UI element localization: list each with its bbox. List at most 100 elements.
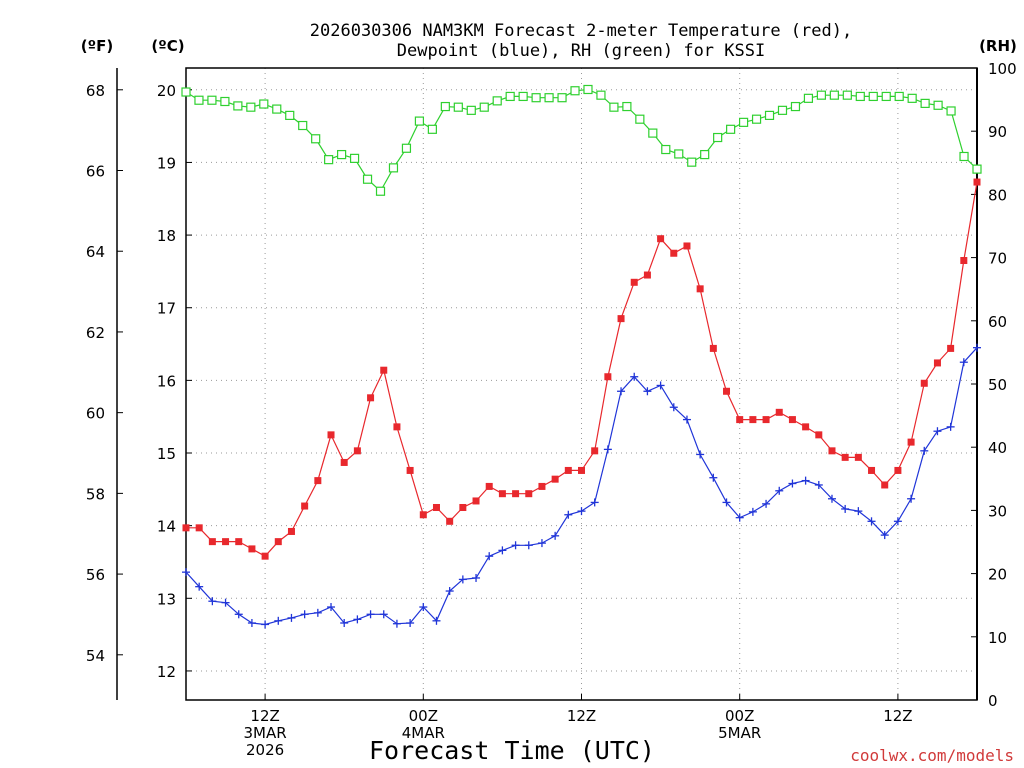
data-point (815, 431, 823, 439)
data-point (709, 344, 717, 352)
data-point (764, 110, 775, 121)
data-point (301, 502, 309, 510)
data-point (327, 431, 335, 439)
rh-tick-label: 10 (988, 629, 1007, 647)
data-point (458, 575, 467, 584)
data-point (564, 510, 573, 519)
data-point (353, 447, 361, 455)
rh-tick-label: 0 (988, 692, 998, 710)
data-point (375, 186, 386, 196)
dewpoint-series (182, 343, 981, 629)
data-point (538, 482, 546, 490)
fahrenheit-tick-label: 62 (86, 324, 105, 342)
data-point (880, 531, 889, 540)
data-point (907, 438, 915, 446)
data-point (670, 249, 678, 257)
data-point (736, 416, 744, 424)
data-point (775, 486, 784, 495)
celsius-tick-label: 19 (157, 154, 176, 172)
data-point (604, 373, 612, 381)
data-point (485, 482, 493, 490)
data-point (353, 615, 362, 624)
chart-title-line1: 2026030306 NAM3KM Forecast 2-meter Tempe… (310, 21, 852, 41)
data-point (920, 98, 930, 108)
data-point (854, 507, 863, 516)
data-point (972, 164, 982, 174)
data-point (401, 143, 412, 153)
x-tick-label: 00Z (409, 707, 438, 725)
data-point (775, 408, 783, 416)
data-point (362, 174, 373, 184)
data-point (700, 149, 710, 160)
rh-tick-label: 30 (988, 502, 1007, 520)
data-point (656, 381, 665, 390)
data-point (881, 91, 891, 102)
data-point (696, 450, 705, 459)
data-point (544, 93, 554, 103)
data-point (551, 475, 559, 483)
data-point (894, 91, 904, 102)
rh-series (181, 84, 982, 196)
data-point (274, 538, 282, 546)
data-point (248, 545, 256, 553)
data-point (234, 610, 243, 619)
data-point (907, 93, 917, 103)
data-point (829, 90, 839, 100)
data-point (630, 278, 638, 286)
data-point (674, 149, 684, 159)
data-point (259, 99, 269, 109)
data-point (182, 524, 190, 532)
rh-tick-label: 100 (988, 60, 1017, 78)
fahrenheit-tick-label: 68 (86, 82, 105, 100)
celsius-tick-label: 20 (157, 82, 176, 100)
data-point (498, 546, 507, 555)
data-point (722, 498, 731, 507)
data-point (498, 490, 506, 498)
data-point (221, 598, 230, 607)
celsius-tick-label: 12 (157, 663, 176, 681)
data-point (683, 242, 691, 250)
data-point (590, 498, 599, 507)
data-point (603, 445, 612, 454)
gridlines (186, 68, 977, 700)
data-point (511, 541, 520, 550)
data-point (803, 93, 814, 103)
data-point (748, 507, 757, 516)
data-point (855, 91, 865, 102)
data-point (485, 552, 494, 561)
celsius-unit-label: (ºC) (151, 37, 184, 55)
data-point (868, 466, 876, 474)
data-point (466, 105, 476, 115)
x-tick-label: 3MAR (244, 724, 287, 742)
data-point (643, 271, 651, 279)
data-point (446, 517, 454, 525)
rh-tick-label: 70 (988, 250, 1007, 268)
data-point (802, 423, 810, 431)
data-point (337, 149, 347, 160)
data-point (630, 372, 639, 381)
data-point (933, 100, 943, 110)
data-point (735, 513, 744, 522)
data-point (946, 106, 956, 116)
data-point (657, 235, 665, 243)
data-point (790, 101, 801, 112)
data-point (261, 552, 269, 560)
data-point (220, 96, 230, 107)
rh-unit-label: (RH) (979, 37, 1017, 55)
chart-title-line2: Dewpoint (blue), RH (green) for KSSI (397, 41, 765, 61)
data-point (933, 427, 942, 436)
data-point (388, 163, 399, 173)
x-tick-label: 5MAR (718, 724, 761, 742)
data-point (687, 157, 697, 167)
x-tick-label: 12Z (250, 707, 279, 725)
data-point (661, 144, 671, 155)
data-point (479, 102, 489, 112)
data-point (577, 507, 586, 516)
data-point (816, 90, 826, 100)
watermark-text: coolwx.com/models (850, 746, 1014, 765)
data-point (738, 117, 749, 127)
data-point (854, 453, 862, 461)
data-point (723, 387, 731, 395)
